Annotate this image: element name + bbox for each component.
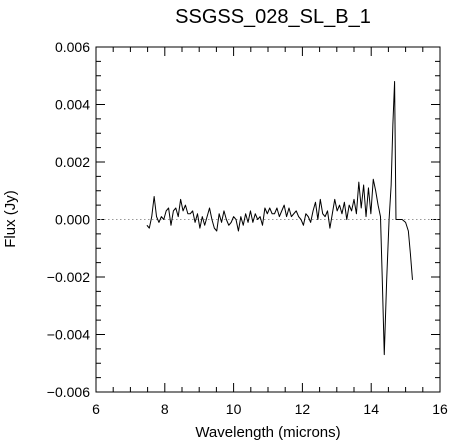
spectrum-series-line: [146, 81, 413, 356]
y-tick-label: 0.006: [55, 39, 90, 55]
y-axis-label: Flux (Jy): [2, 190, 19, 248]
y-tick-label: −0.004: [47, 327, 90, 343]
x-axis-label: Wavelength (microns): [195, 424, 340, 441]
x-tick-label: 16: [432, 401, 448, 417]
x-tick-label: 8: [161, 401, 169, 417]
x-tick-label: 10: [226, 401, 242, 417]
y-tick-label: −0.002: [47, 269, 90, 285]
chart-title: SSGSS_028_SL_B_1: [175, 6, 371, 28]
x-tick-label: 6: [92, 401, 100, 417]
x-tick-label: 14: [363, 401, 379, 417]
plot-area: 6 8 10 12 14 16 −0.006 −0.004 −0.002 0.000 0.002 0.…: [47, 39, 448, 417]
y-tick-label: 0.002: [55, 154, 90, 170]
x-tick-label: 12: [295, 401, 311, 417]
y-tick-label: 0.004: [55, 97, 90, 113]
y-tick-label: 0.000: [55, 212, 90, 228]
y-tick-label: −0.006: [47, 384, 90, 400]
